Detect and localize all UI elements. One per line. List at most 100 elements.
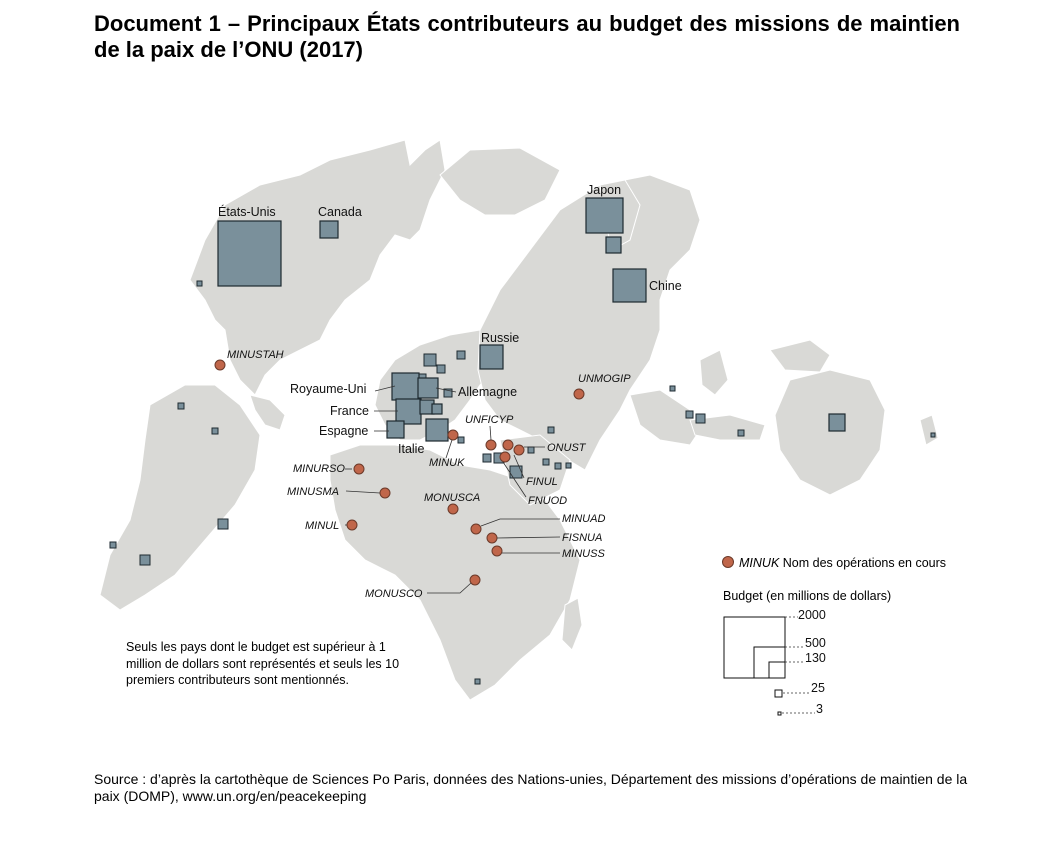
op-minul: MINUL (305, 520, 339, 532)
germany-square (417, 377, 439, 399)
budget-square (737, 429, 745, 437)
op-minusma: MINUSMA (287, 486, 339, 498)
country-labels: États-Unis Canada Japon Chine Russie Roy… (218, 183, 682, 456)
minustah-dot (214, 359, 226, 371)
philippines (699, 349, 729, 396)
operations-legend: MINUK Nom des opérations en cours (722, 556, 946, 570)
budget-legend-graphic: 2000 500 130 25 3 (723, 608, 826, 716)
canada-square (319, 220, 339, 239)
op-monusco: MONUSCO (365, 588, 423, 600)
uk-square (391, 372, 420, 401)
label-espagne: Espagne (319, 424, 368, 438)
budget-legend-title: Budget (en millions de dollars) (723, 589, 892, 603)
map-note: Seuls les pays dont le budget est supéri… (126, 640, 400, 687)
minusma-dot (379, 487, 391, 499)
legend-value-500: 500 (805, 636, 826, 650)
new-zealand (919, 414, 939, 446)
legend-operation-dot (722, 556, 734, 568)
budget-square (685, 410, 694, 419)
land-masses (99, 139, 939, 701)
op-minurso: MINURSO (293, 463, 345, 475)
spain-square (386, 420, 405, 439)
label-russie: Russie (481, 331, 519, 345)
op-minuad: MINUAD (562, 513, 605, 525)
budget-square (457, 436, 465, 444)
unmogip-dot (573, 388, 585, 400)
minul-dot (346, 519, 358, 531)
label-france: France (330, 404, 369, 418)
legend-value-3: 3 (816, 702, 823, 716)
op-minuss: MINUSS (562, 548, 605, 560)
op-monusca: MONUSCA (424, 492, 480, 504)
operation-labels: MINUSTAH UNMOGIP UNFICYP ONUST MINUK FIN… (227, 349, 631, 600)
budget-square (542, 458, 550, 466)
budget-square (196, 280, 203, 287)
op-onust: ONUST (547, 442, 587, 454)
op-unficyp: UNFICYP (465, 414, 514, 426)
budget-square (211, 427, 219, 435)
budget-square (139, 554, 151, 566)
russia-square (479, 344, 504, 370)
usa-square (217, 220, 282, 287)
budget-square (109, 541, 117, 549)
budget-square (509, 465, 523, 479)
australia-square (828, 413, 846, 432)
budget-square (547, 426, 555, 434)
southeast-asia (629, 389, 701, 446)
op-unmogip: UNMOGIP (578, 373, 631, 385)
legend-value-25: 25 (811, 681, 825, 695)
finul-dot (513, 444, 525, 456)
monusca-dot (447, 503, 459, 515)
legend-square-130 (768, 661, 786, 679)
source-citation: Source : d’après la cartothèque de Scien… (94, 771, 968, 804)
budget-square (423, 353, 437, 367)
north-america (189, 139, 446, 396)
legend-square-3 (777, 711, 782, 716)
minurso-dot (353, 463, 365, 475)
budget-square (669, 385, 676, 392)
operation-leaders (345, 425, 561, 594)
document-title: Document 1 – Principaux États contribute… (94, 11, 960, 62)
madagascar (561, 597, 583, 651)
label-usa: États-Unis (218, 204, 276, 219)
legend-square-25 (774, 689, 783, 698)
label-chine: Chine (649, 279, 682, 293)
budget-square (482, 453, 492, 463)
asia (477, 174, 701, 471)
label-royaume-uni: Royaume-Uni (290, 382, 366, 396)
label-italie: Italie (398, 442, 424, 456)
south-america (99, 384, 261, 611)
unficyp-dot (485, 439, 497, 451)
onust-dot (502, 439, 514, 451)
legend-value-130: 130 (805, 651, 826, 665)
budget-square (474, 678, 481, 685)
budget-square (695, 413, 706, 424)
budget-square (527, 446, 535, 454)
africa (329, 444, 581, 701)
indonesia (689, 414, 766, 441)
monusco-dot (469, 574, 481, 586)
legend-value-2000: 2000 (798, 608, 826, 622)
budget-squares-major (217, 197, 846, 442)
label-canada: Canada (318, 205, 362, 219)
op-minuk: MINUK (429, 457, 465, 469)
budget-square (177, 402, 185, 410)
italy-square (425, 418, 449, 442)
label-japon: Japon (587, 183, 621, 197)
china-square (612, 268, 647, 303)
budget-square (930, 432, 936, 438)
budget-square (443, 388, 453, 398)
minuad-dot (470, 523, 482, 535)
legend-operation-example: MINUK (739, 556, 780, 570)
op-minustah: MINUSTAH (227, 349, 284, 361)
budget-square (217, 518, 229, 530)
budget-square (554, 462, 562, 470)
budget-square (436, 364, 446, 374)
minuk-dot (447, 429, 459, 441)
korea-square (605, 236, 622, 254)
budget-square (565, 462, 572, 469)
fisnua-dot (486, 532, 498, 544)
op-fisnua: FISNUA (562, 532, 602, 544)
label-allemagne: Allemagne (458, 385, 517, 399)
